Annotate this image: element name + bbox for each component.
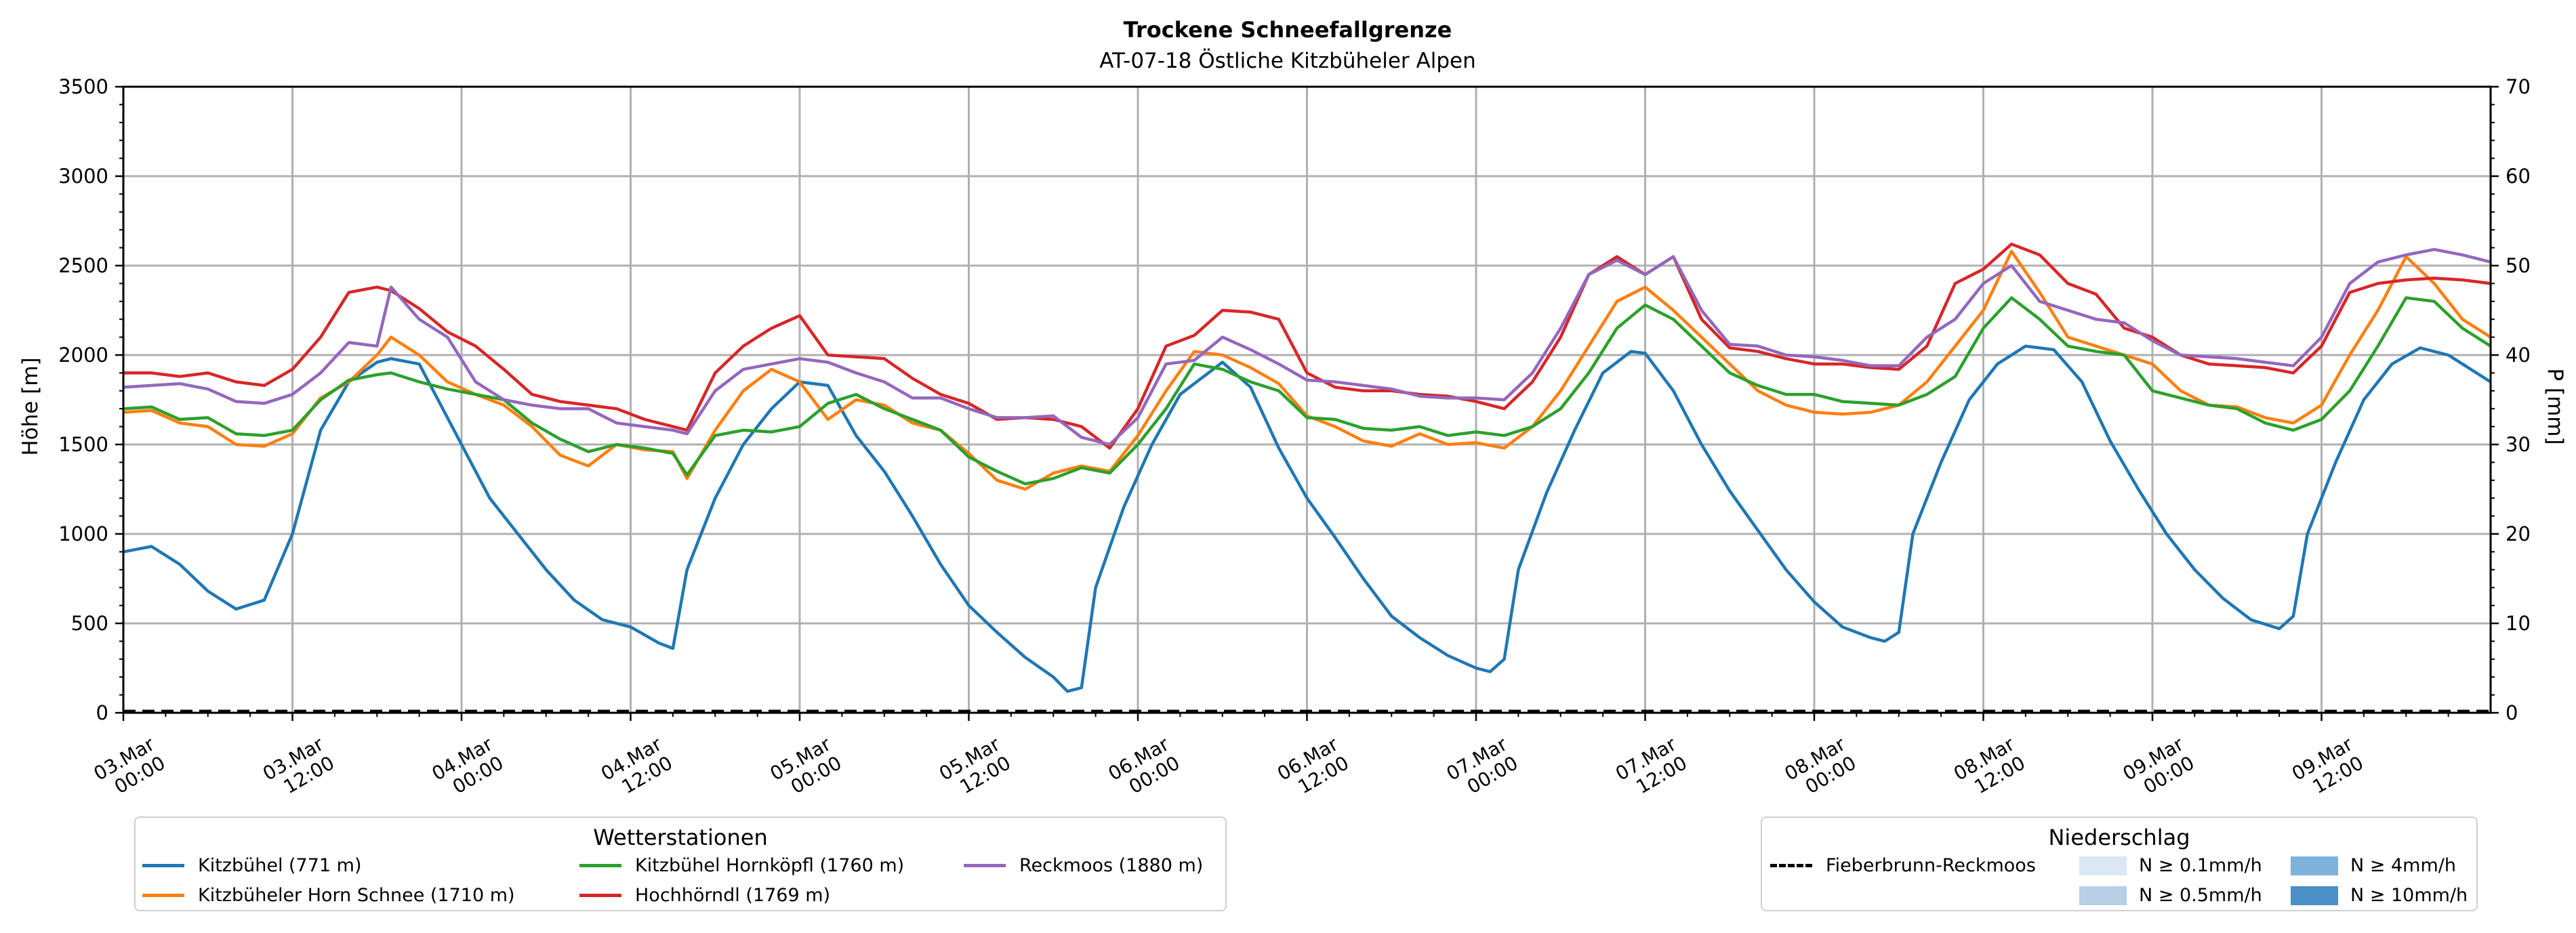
legend-swatch-n10 <box>2291 886 2338 905</box>
legend-label: Fieberbrunn-Reckmoos <box>1826 855 2036 876</box>
legend-label: Kitzbühel Hornköpfl (1760 m) <box>635 855 905 876</box>
legend-label: Hochhörndl (1769 m) <box>635 885 831 906</box>
x-tick-label: 09.Mar12:00 <box>2288 732 2367 804</box>
legend-item-n05: N ≥ 0.5mm/h <box>2079 885 2262 906</box>
y-tick-label: 3000 <box>58 165 108 188</box>
y-right-tick-label: 30 <box>2506 433 2531 456</box>
legend-line-swatch <box>964 864 1006 867</box>
legend-label: N ≥ 0.1mm/h <box>2139 855 2262 876</box>
legend-swatch-n4 <box>2291 856 2338 875</box>
y-right-tick-label: 0 <box>2506 701 2518 724</box>
legend-precip: Niederschlag Fieberbrunn-Reckmoos N ≥ 0.… <box>1761 816 2478 911</box>
legend-item-n01: N ≥ 0.1mm/h <box>2079 855 2262 876</box>
legend-line-swatch <box>142 894 184 897</box>
x-tick-label: 03.Mar00:00 <box>90 732 169 804</box>
legend-swatch-n01 <box>2079 856 2127 875</box>
legend-precip-title: Niederschlag <box>2048 825 2190 850</box>
y-tick-label: 1000 <box>58 522 108 545</box>
x-tick-label: 05.Mar12:00 <box>935 732 1015 804</box>
legend-label: Reckmoos (1880 m) <box>1019 855 1204 876</box>
legend-item-reckmoos: Reckmoos (1880 m) <box>964 855 1203 876</box>
y-axis-label-right: P [mm] <box>2543 368 2567 444</box>
chart-title: Trockene Schneefallgrenze <box>1124 17 1452 43</box>
y-ticks-left: 0 500 1000 1500 2000 2500 3000 3500 <box>58 75 123 724</box>
x-tick-label: 08.Mar00:00 <box>1781 732 1860 804</box>
legend-dash-swatch <box>1770 864 1812 867</box>
y-right-tick-label: 60 <box>2506 165 2531 188</box>
y-tick-label: 3500 <box>58 75 108 98</box>
y-tick-label: 1500 <box>58 433 108 456</box>
series-line-1 <box>123 249 2492 491</box>
legend-item-hochhoerndl: Hochhörndl (1769 m) <box>579 885 830 906</box>
y-ticks-right: 0 10 20 30 40 50 60 70 <box>2491 75 2531 724</box>
legend-stations: Wetterstationen Kitzbühel (771 m) Kitzbü… <box>134 816 1227 911</box>
legend-item-fieberbrunn: Fieberbrunn-Reckmoos <box>1770 855 2036 876</box>
x-ticks: 03.Mar00:00 03.Mar12:00 04.Mar00:00 04.Mar1… <box>90 713 2449 804</box>
x-tick-label: 06.Mar00:00 <box>1105 732 1184 804</box>
x-tick-label: 03.Mar12:00 <box>259 732 338 804</box>
y-right-tick-label: 20 <box>2506 522 2531 545</box>
chart-subtitle: AT-07-18 Östliche Kitzbüheler Alpen <box>1099 48 1475 73</box>
legend-label: N ≥ 0.5mm/h <box>2139 885 2262 906</box>
series-line-4 <box>123 247 2491 447</box>
legend-line-swatch <box>579 864 621 867</box>
y-tick-label: 500 <box>71 612 108 635</box>
series-line-3 <box>123 243 2491 450</box>
legend-item-n4: N ≥ 4mm/h <box>2291 855 2456 876</box>
legend-line-swatch <box>579 894 621 897</box>
x-tick-label: 08.Mar12:00 <box>1950 732 2029 804</box>
series-line-0 <box>123 344 2492 693</box>
legend-swatch-n05 <box>2079 886 2127 905</box>
x-tick-label: 04.Mar12:00 <box>597 732 676 804</box>
x-tick-label: 05.Mar00:00 <box>766 732 846 804</box>
legend-line-swatch <box>142 864 184 867</box>
y-right-tick-label: 10 <box>2506 612 2531 635</box>
legend-item-kitzbueheler-horn: Kitzbüheler Horn Schnee (1710 m) <box>142 885 515 906</box>
y-right-tick-label: 70 <box>2506 75 2531 98</box>
legend-label: Kitzbühel (771 m) <box>198 855 362 876</box>
legend-label: Kitzbüheler Horn Schnee (1710 m) <box>198 885 515 906</box>
series-lines <box>123 243 2492 693</box>
legend-label: N ≥ 10mm/h <box>2350 885 2468 906</box>
x-tick-label: 07.Mar00:00 <box>1443 732 1522 804</box>
series-line-2 <box>123 296 2492 486</box>
grid-lines <box>123 85 2491 714</box>
x-tick-label: 07.Mar12:00 <box>1612 732 1691 804</box>
y-right-tick-label: 40 <box>2506 344 2531 367</box>
legend-item-kitzbuehel: Kitzbühel (771 m) <box>142 855 362 876</box>
y-axis-label-left: Höhe [m] <box>18 357 43 455</box>
x-tick-label: 04.Mar00:00 <box>428 732 508 804</box>
y-tick-label: 2000 <box>58 344 108 367</box>
y-tick-label: 2500 <box>58 254 108 277</box>
y-right-tick-label: 50 <box>2506 254 2531 277</box>
x-tick-label: 09.Mar00:00 <box>2119 732 2199 804</box>
legend-stations-title: Wetterstationen <box>593 825 768 850</box>
legend-label: N ≥ 4mm/h <box>2350 855 2456 876</box>
legend-item-n10: N ≥ 10mm/h <box>2291 885 2468 906</box>
legend-item-hornkoepfl: Kitzbühel Hornköpfl (1760 m) <box>579 855 904 876</box>
x-tick-label: 06.Mar12:00 <box>1273 732 1353 804</box>
y-tick-label: 0 <box>96 701 108 724</box>
